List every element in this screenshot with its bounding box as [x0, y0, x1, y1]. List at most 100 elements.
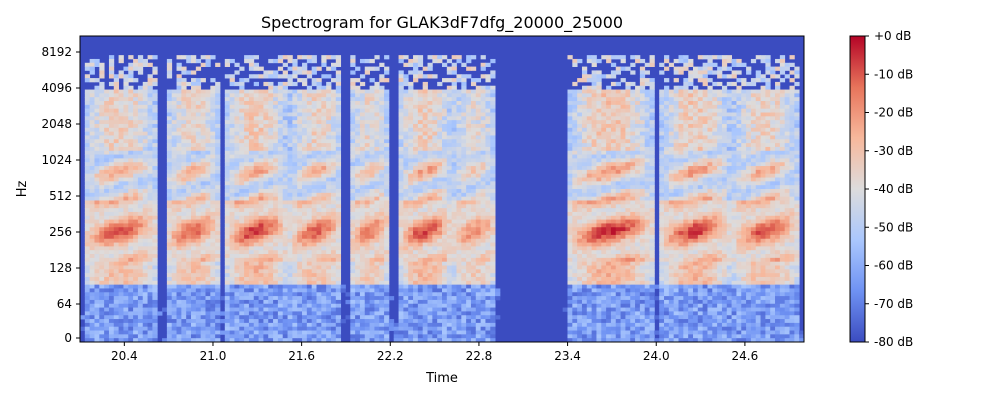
heatmap-cell: [244, 288, 250, 293]
heatmap-cell: [191, 273, 197, 278]
heatmap-cell: [215, 280, 221, 286]
heatmap-cell: [210, 55, 216, 60]
heatmap-cell: [422, 319, 428, 324]
heatmap-cell: [330, 55, 337, 60]
heatmap-cell: [263, 303, 269, 308]
heatmap-cell: [330, 104, 337, 110]
heatmap-cell: [104, 322, 110, 328]
heatmap-cell: [118, 143, 124, 148]
heatmap-cell: [268, 123, 274, 129]
heatmap-cell: [248, 66, 255, 71]
heatmap-cell: [94, 307, 100, 312]
heatmap-cell: [292, 97, 298, 102]
heatmap-cell: [369, 250, 375, 255]
heatmap-cell: [128, 135, 134, 140]
heatmap-cell: [273, 223, 279, 228]
heatmap-cell: [123, 208, 129, 213]
heatmap-cell: [427, 181, 433, 186]
heatmap-cell: [123, 158, 129, 163]
heatmap-cell: [152, 169, 158, 175]
heatmap-cell: [379, 208, 385, 213]
heatmap-cell: [229, 81, 235, 87]
heatmap-cell: [99, 169, 105, 175]
heatmap-cell: [374, 85, 380, 90]
heatmap-cell: [258, 219, 264, 224]
heatmap-cell: [359, 74, 366, 79]
heatmap-cell: [355, 238, 361, 243]
heatmap-cell: [306, 150, 313, 155]
heatmap-cell: [253, 131, 259, 136]
heatmap-cell: [374, 55, 380, 60]
heatmap-cell: [398, 200, 404, 205]
heatmap-cell: [84, 123, 91, 129]
heatmap-cell: [364, 150, 370, 155]
heatmap-cell: [282, 303, 288, 308]
heatmap-cell: [316, 101, 322, 106]
heatmap-cell: [215, 181, 221, 186]
heatmap-cell: [263, 299, 269, 305]
heatmap-cell: [384, 296, 390, 301]
heatmap-cell: [99, 93, 105, 98]
heatmap-cell: [118, 93, 124, 98]
heatmap-cell: [176, 246, 182, 251]
heatmap-cell: [195, 276, 202, 282]
heatmap-cell: [176, 261, 182, 266]
heatmap-cell: [191, 181, 197, 186]
heatmap-cell: [229, 299, 235, 305]
heatmap-cell: [128, 143, 134, 148]
heatmap-cell: [398, 162, 404, 167]
heatmap-cell: [186, 116, 192, 121]
heatmap-cell: [195, 131, 202, 136]
heatmap-cell: [142, 322, 148, 328]
heatmap-cell: [432, 238, 438, 243]
heatmap-cell: [171, 89, 177, 94]
heatmap-cell: [321, 211, 327, 217]
heatmap-cell: [123, 81, 129, 87]
heatmap-cell: [128, 101, 134, 106]
heatmap-cell: [176, 250, 182, 255]
heatmap-cell: [229, 211, 235, 217]
heatmap-cell: [326, 307, 332, 312]
heatmap-cell: [171, 101, 177, 106]
heatmap-cell: [123, 66, 129, 71]
heatmap-cell: [118, 139, 124, 144]
heatmap-cell: [113, 185, 120, 190]
heatmap-cell: [384, 315, 390, 320]
heatmap-cell: [311, 276, 317, 282]
heatmap-cell: [195, 177, 202, 182]
heatmap-cell: [258, 254, 264, 259]
heatmap-cell: [311, 166, 317, 171]
heatmap-cell: [244, 303, 250, 308]
heatmap-cell: [292, 211, 298, 217]
heatmap-cell: [292, 116, 298, 121]
heatmap-cell: [335, 246, 342, 251]
heatmap-cell: [297, 254, 303, 259]
heatmap-cell: [335, 330, 342, 335]
heatmap-cell: [224, 154, 231, 159]
heatmap-cell: [417, 246, 424, 251]
heatmap-cell: [147, 127, 153, 133]
heatmap-cell: [104, 223, 110, 228]
heatmap-cell: [229, 257, 235, 263]
heatmap-cell: [374, 192, 380, 198]
heatmap-cell: [142, 62, 148, 67]
heatmap-cell: [297, 303, 303, 308]
heatmap-cell: [123, 211, 129, 217]
heatmap-cell: [369, 108, 375, 113]
heatmap-cell: [186, 303, 192, 308]
heatmap-cell: [374, 227, 380, 232]
heatmap-cell: [350, 307, 356, 312]
heatmap-cell: [215, 311, 221, 316]
heatmap-cell: [437, 123, 443, 129]
heatmap-cell: [451, 257, 457, 263]
heatmap-cell: [374, 303, 380, 308]
heatmap-cell: [239, 173, 245, 178]
heatmap-cell: [147, 55, 153, 60]
heatmap-cell: [152, 254, 158, 259]
heatmap-cell: [369, 238, 375, 243]
heatmap-cell: [128, 250, 134, 255]
heatmap-cell: [384, 227, 390, 232]
heatmap-cell: [89, 177, 95, 182]
heatmap-cell: [89, 189, 95, 194]
heatmap-cell: [451, 307, 457, 312]
